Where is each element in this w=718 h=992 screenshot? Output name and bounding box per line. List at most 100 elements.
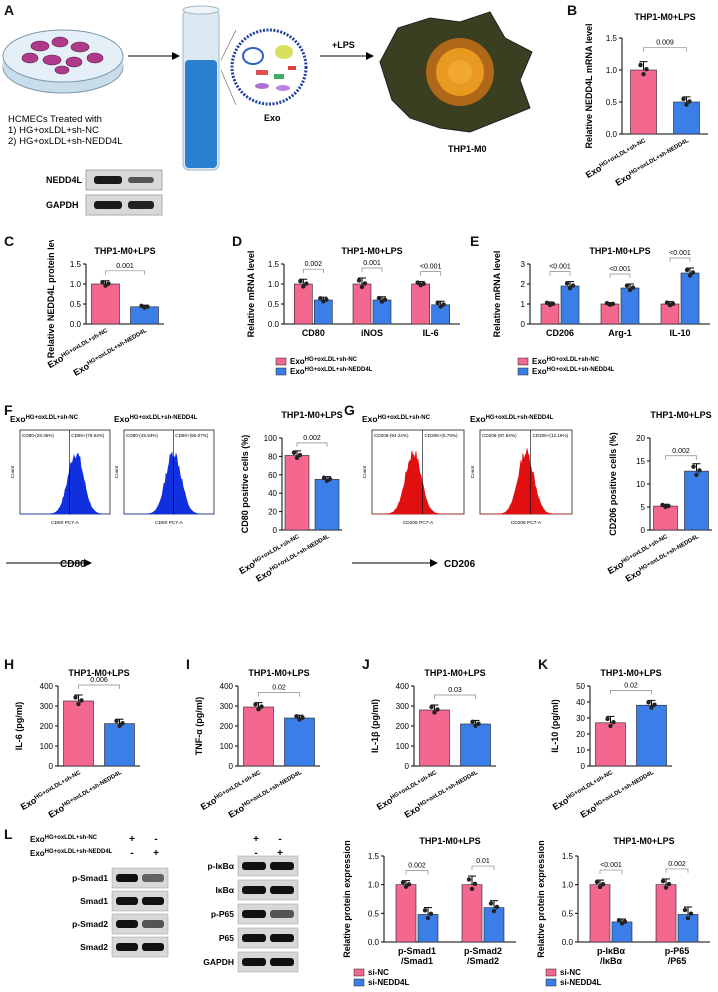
x-tick-label: ExoHG+oxLDL+sh-NC bbox=[551, 769, 616, 812]
data-point bbox=[611, 719, 616, 725]
blot-strip bbox=[111, 867, 169, 889]
p-value-label: 0.03 bbox=[448, 687, 462, 694]
flow-title: ExoHG+oxLDL+sh-NEDD4L bbox=[470, 414, 554, 424]
lps-label: +LPS bbox=[332, 40, 355, 50]
y-tick-label: 20 bbox=[636, 434, 645, 443]
significance-bracket bbox=[434, 694, 476, 699]
panel-letter-j: J bbox=[362, 656, 370, 672]
blot-strip bbox=[111, 936, 169, 958]
x-tick-label: ExoHG+oxLDL+sh-NEDD4L bbox=[579, 769, 657, 820]
panel-a-illustration: Exo +LPS THP1-M0 HCMECs Treated with 1) … bbox=[2, 5, 533, 216]
flow-axis-label: CD80 bbox=[60, 559, 86, 570]
legend-label: ExoHG+oxLDL+sh-NC bbox=[532, 357, 600, 366]
y-tick-label: 1.0 bbox=[606, 66, 618, 75]
y-tick-label: 20 bbox=[576, 730, 585, 739]
hcmec-caption-3: 2) HG+oxLDL+sh-NEDD4L bbox=[8, 136, 123, 147]
y-tick-label: 0 bbox=[641, 526, 646, 535]
chart-j: THP1-M0+LPS IL-1β (pg/ml) 0 100 200 300 400 0.0… bbox=[370, 668, 496, 820]
y-tick-label: 50 bbox=[576, 682, 585, 691]
y-tick-label: 30 bbox=[576, 714, 585, 723]
p-value-label: 0.006 bbox=[90, 677, 108, 684]
petri-dish-icon bbox=[2, 29, 124, 94]
data-point bbox=[666, 881, 672, 887]
x-tick-label: ExoHG+oxLDL+sh-NC bbox=[199, 769, 264, 812]
data-point bbox=[681, 96, 686, 102]
data-point bbox=[253, 702, 258, 707]
group-row-label: ExoHG+oxLDL+sh-NEDD4L bbox=[30, 849, 113, 858]
y-tick-label: 15 bbox=[636, 457, 645, 466]
p-value-label: 0.001 bbox=[116, 263, 134, 270]
blot-strip bbox=[237, 951, 299, 973]
exosome-icon bbox=[230, 28, 308, 106]
chart-title: THP1-M0+LPS bbox=[650, 410, 711, 420]
panel-letter-c: C bbox=[4, 233, 15, 249]
bar bbox=[243, 706, 274, 767]
data-point bbox=[664, 300, 670, 305]
data-point bbox=[376, 295, 382, 301]
bar bbox=[419, 709, 450, 767]
bar bbox=[91, 283, 120, 325]
y-axis-label: CD80 positive cells (%) bbox=[240, 435, 250, 534]
data-point bbox=[491, 908, 497, 914]
data-point bbox=[441, 302, 446, 307]
y-axis-label: Relative NEDD4L protein level bbox=[46, 240, 56, 358]
data-point bbox=[608, 723, 613, 729]
data-point bbox=[652, 702, 657, 707]
data-point bbox=[670, 301, 676, 306]
y-tick-label: 0.5 bbox=[606, 98, 618, 107]
data-point bbox=[294, 455, 300, 460]
legend-swatch bbox=[353, 978, 365, 987]
data-point bbox=[624, 283, 630, 288]
blot-strip bbox=[237, 879, 299, 901]
data-point bbox=[324, 297, 329, 302]
band-label: p-P65 bbox=[211, 909, 234, 919]
data-point bbox=[644, 66, 649, 72]
chart-title: THP1-M0+LPS bbox=[94, 246, 155, 256]
y-tick-label: 0.0 bbox=[562, 938, 574, 947]
flow-y-label: Count bbox=[362, 465, 368, 478]
data-point bbox=[472, 881, 478, 887]
data-point bbox=[687, 273, 693, 278]
y-tick-label: 0 bbox=[273, 526, 278, 535]
chart-g-bar: THP1-M0+LPS CD206 positive cells (%) 0 5 10 1… bbox=[606, 410, 712, 584]
data-point bbox=[694, 472, 699, 477]
legend-label: si-NC bbox=[560, 968, 581, 977]
data-point bbox=[256, 707, 261, 712]
group-mark: - bbox=[154, 834, 157, 845]
flow-title: ExoHG+oxLDL+sh-NEDD4L bbox=[114, 414, 198, 424]
y-axis-label: Relative NEDD4L mRNA level bbox=[584, 23, 594, 148]
x-tick-label: ExoHG+oxLDL+sh-NEDD4L bbox=[227, 769, 305, 820]
data-point bbox=[321, 475, 327, 480]
y-tick-label: 1.0 bbox=[562, 881, 574, 890]
group-mark: - bbox=[254, 848, 257, 859]
gate-label-positive: CD80+(50.07%) bbox=[175, 433, 209, 438]
y-tick-label: 0 bbox=[405, 762, 410, 771]
blot-strip bbox=[237, 927, 299, 949]
data-point bbox=[630, 285, 636, 290]
legend-label: si-NC bbox=[368, 968, 389, 977]
y-tick-label: 40 bbox=[268, 489, 277, 498]
x-tick-label: p-Smad2 bbox=[464, 946, 502, 956]
legend-swatch bbox=[517, 357, 529, 366]
legend-swatch bbox=[275, 357, 287, 366]
data-point bbox=[73, 695, 78, 700]
blot-strip bbox=[111, 890, 169, 912]
data-point bbox=[415, 280, 420, 285]
bar bbox=[684, 470, 709, 531]
data-point bbox=[114, 718, 119, 724]
p-value-label: <0.001 bbox=[669, 250, 691, 257]
x-tick-label: iNOS bbox=[361, 328, 383, 338]
data-point bbox=[120, 720, 125, 726]
gate-label-positive: CD206+(5.76%) bbox=[424, 433, 458, 438]
gate-label-negative: CD80-(28.36%) bbox=[22, 433, 54, 438]
chart-f-bar: THP1-M0+LPS CD80 positive cells (%) 0 20 40 6… bbox=[237, 410, 342, 584]
data-point bbox=[79, 698, 84, 703]
p-value-label: <0.001 bbox=[609, 266, 631, 273]
band bbox=[142, 943, 164, 951]
significance-bracket bbox=[405, 870, 429, 875]
y-tick-label: 0.5 bbox=[268, 300, 280, 309]
group-mark: + bbox=[253, 834, 259, 845]
band bbox=[270, 958, 294, 966]
x-tick-label: ExoHG+oxLDL+sh-NC bbox=[19, 769, 84, 812]
y-tick-label: 10 bbox=[576, 746, 585, 755]
